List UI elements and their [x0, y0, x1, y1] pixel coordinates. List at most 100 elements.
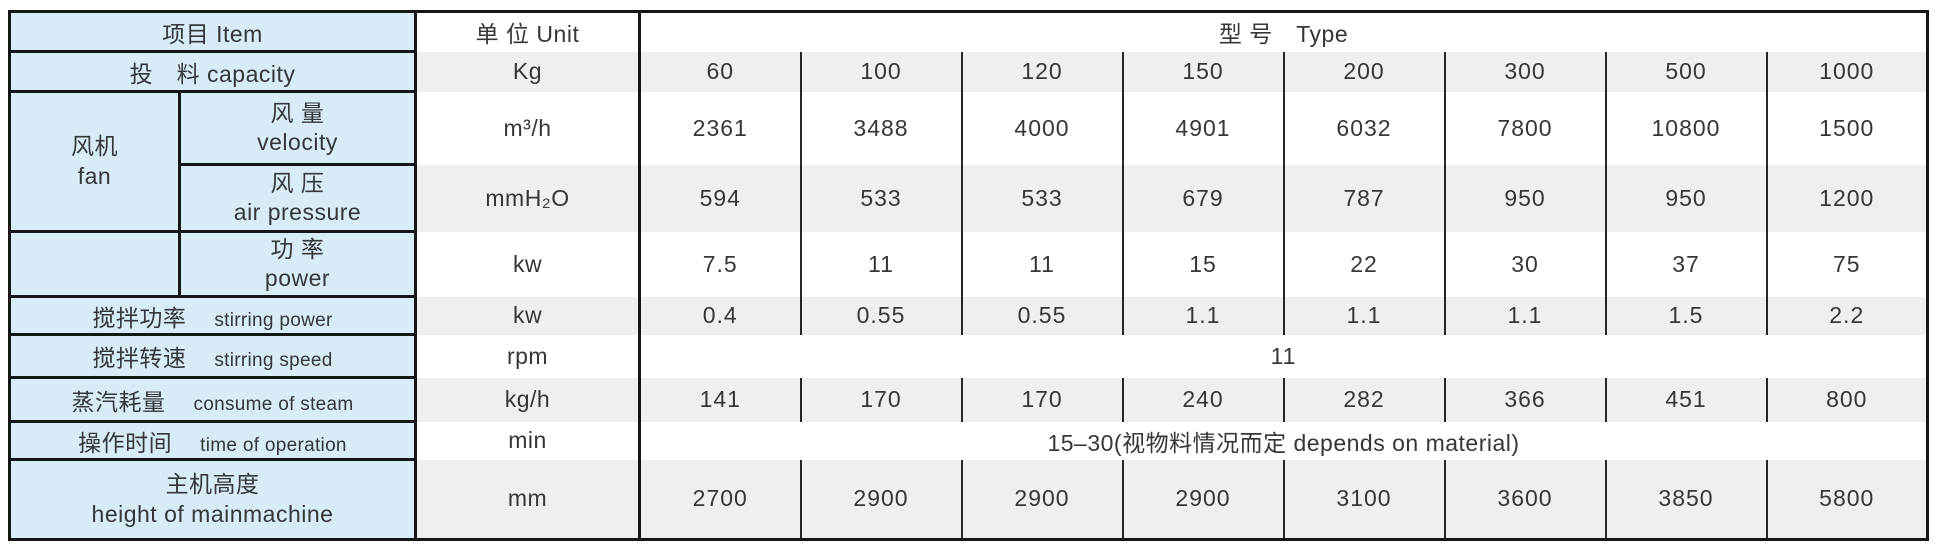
steam-value-cell: 170 [960, 377, 1123, 422]
capacity-unit-cell: Kg [414, 51, 641, 92]
height-value-cell: 5800 [1765, 459, 1928, 540]
stirring-speed-label-zh: 搅拌转速 [92, 345, 187, 371]
row-height: 主机高度 height of mainmachine mm 2700 2900 … [9, 459, 1928, 541]
steam-label-cell: 蒸汽耗量 consume of steam [9, 377, 416, 423]
steam-unit-cell: kg/h [414, 377, 641, 422]
fan-col-empty-cell [9, 231, 180, 298]
item-header-cell: 项目 Item [9, 11, 416, 53]
row-header: 项目 Item 单 位 Unit 型 号 Type [9, 11, 1928, 53]
velocity-value-cell: 1500 [1765, 91, 1928, 165]
stirring-power-value-cell: 1.5 [1604, 296, 1767, 335]
height-unit-cell: mm [414, 459, 641, 540]
fan-group-label-cell: 风机 fan [9, 91, 180, 233]
stirring-speed-unit-cell: rpm [414, 334, 641, 378]
capacity-value-cell: 1000 [1765, 51, 1928, 92]
power-value-cell: 37 [1604, 231, 1767, 297]
steam-label-zh: 蒸汽耗量 [71, 388, 166, 415]
height-value-cell: 2900 [799, 459, 962, 540]
row-stirring-power: 搅拌功率 stirring power kw 0.4 0.55 0.55 1.1 … [9, 296, 1928, 336]
velocity-value-cell: 2361 [638, 91, 801, 165]
height-value-cell: 3850 [1604, 459, 1767, 540]
operation-time-span-value-cell: 15–30(视物料情况而定 depends on material) [639, 421, 1928, 460]
air-pressure-value-cell: 1200 [1765, 164, 1928, 232]
stirring-speed-label-en: stirring speed [214, 350, 333, 371]
row-fan-velocity: 风机 fan 风 量 velocity m³/h 2361 3488 4000 … [9, 91, 1928, 233]
air-pressure-value-cell: 679 [1121, 164, 1284, 232]
steam-value-cell: 366 [1443, 377, 1606, 422]
stirring-power-value-cell: 0.4 [638, 296, 801, 335]
power-value-cell: 11 [799, 231, 962, 297]
air-pressure-label-cell: 风 压 air pressure [178, 164, 416, 233]
power-value-cell: 11 [960, 231, 1123, 297]
velocity-value-cell: 4000 [960, 91, 1123, 165]
height-value-cell: 2900 [1121, 459, 1284, 540]
stirring-power-value-cell: 1.1 [1121, 296, 1284, 335]
stirring-power-label-cell: 搅拌功率 stirring power [9, 296, 416, 336]
velocity-label-cell: 风 量 velocity [178, 91, 416, 166]
velocity-unit-cell: m³/h [414, 91, 641, 165]
capacity-value-cell: 60 [638, 51, 801, 92]
stirring-power-label-zh: 搅拌功率 [92, 304, 187, 331]
air-pressure-value-cell: 533 [960, 164, 1123, 232]
power-value-cell: 15 [1121, 231, 1284, 297]
unit-header-cell: 单 位 Unit [414, 11, 641, 52]
capacity-value-cell: 100 [799, 51, 962, 92]
row-fan-power: 功 率 power kw 7.5 11 11 15 22 30 37 75 [9, 231, 1928, 298]
capacity-label-cell: 投 料 capacity [9, 51, 416, 93]
operation-time-unit-cell: min [414, 421, 641, 460]
power-value-cell: 22 [1282, 231, 1445, 297]
operation-time-label-cell: 操作时间 time of operation [9, 421, 416, 461]
air-pressure-value-cell: 594 [638, 164, 801, 232]
steam-value-cell: 800 [1765, 377, 1928, 422]
air-pressure-unit-cell: mmH₂O [414, 164, 641, 232]
height-value-cell: 2700 [638, 459, 801, 540]
row-fan-air-pressure: 风 压 air pressure mmH₂O 594 533 533 679 7… [10, 164, 1928, 233]
row-operation-time: 操作时间 time of operation min 15–30(视物料情况而定 … [9, 421, 1928, 461]
height-label-cell: 主机高度 height of mainmachine [9, 459, 416, 541]
height-value-cell: 2900 [960, 459, 1123, 540]
height-value-cell: 3100 [1282, 459, 1445, 540]
power-value-cell: 75 [1765, 231, 1928, 297]
row-stirring-speed: 搅拌转速 stirring speed rpm 11 [9, 334, 1928, 379]
air-pressure-value-cell: 950 [1443, 164, 1606, 232]
steam-value-cell: 451 [1604, 377, 1767, 422]
stirring-power-value-cell: 0.55 [799, 296, 962, 335]
steam-value-cell: 170 [799, 377, 962, 422]
steam-value-cell: 282 [1282, 377, 1445, 422]
capacity-value-cell: 200 [1282, 51, 1445, 92]
capacity-value-cell: 300 [1443, 51, 1606, 92]
stirring-power-value-cell: 1.1 [1282, 296, 1445, 335]
power-value-cell: 30 [1443, 231, 1606, 297]
velocity-value-cell: 4901 [1121, 91, 1284, 165]
air-pressure-value-cell: 950 [1604, 164, 1767, 232]
stirring-power-value-cell: 2.2 [1765, 296, 1928, 335]
stirring-power-label-en: stirring power [214, 309, 333, 331]
air-pressure-value-cell: 787 [1282, 164, 1445, 232]
height-value-cell: 3600 [1443, 459, 1606, 540]
steam-value-cell: 240 [1121, 377, 1284, 422]
velocity-value-cell: 10800 [1604, 91, 1767, 165]
capacity-value-cell: 150 [1121, 51, 1284, 92]
stirring-speed-span-value-cell: 11 [639, 334, 1928, 378]
velocity-value-cell: 7800 [1443, 91, 1606, 165]
capacity-value-cell: 500 [1604, 51, 1767, 92]
air-pressure-value-cell: 533 [799, 164, 962, 232]
row-steam: 蒸汽耗量 consume of steam kg/h 141 170 170 24… [9, 377, 1928, 423]
spec-table: 项目 Item 单 位 Unit 型 号 Type 投 料 capacity K… [8, 10, 1930, 541]
stirring-power-unit-cell: kw [414, 296, 641, 335]
power-unit-cell: kw [414, 231, 641, 297]
capacity-value-cell: 120 [960, 51, 1123, 92]
steam-label-en: consume of steam [193, 393, 354, 415]
stirring-speed-label-cell: 搅拌转速 stirring speed [9, 334, 416, 379]
type-header-cell: 型 号 Type [639, 11, 1928, 52]
row-capacity: 投 料 capacity Kg 60 100 120 150 200 300 5… [9, 51, 1928, 93]
operation-time-label-zh: 操作时间 [78, 429, 173, 456]
velocity-value-cell: 3488 [799, 91, 962, 165]
power-value-cell: 7.5 [638, 231, 801, 297]
power-label-cell: 功 率 power [178, 231, 416, 298]
operation-time-label-en: time of operation [200, 434, 347, 456]
stirring-power-value-cell: 1.1 [1443, 296, 1606, 335]
steam-value-cell: 141 [638, 377, 801, 422]
velocity-value-cell: 6032 [1282, 91, 1445, 165]
